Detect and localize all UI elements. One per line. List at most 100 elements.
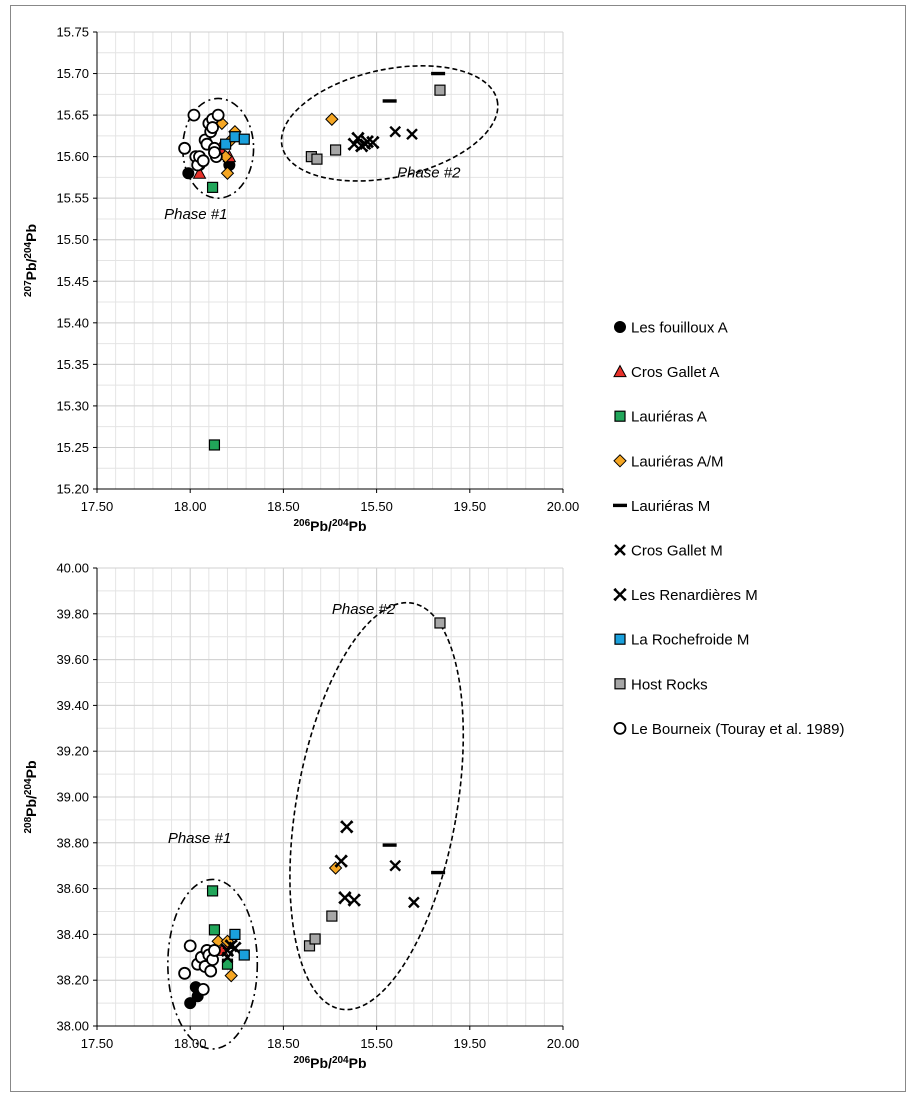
y-tick-label: 38.60 xyxy=(56,881,89,896)
y-tick-label: 39.40 xyxy=(56,698,89,713)
data-point-cros-gallet-M xyxy=(408,896,420,909)
y-tick-label: 15.70 xyxy=(56,66,89,81)
legend-label: Cros Gallet A xyxy=(631,364,719,381)
data-point-le-bourneix xyxy=(178,141,192,155)
legend-label: Lauriéras A xyxy=(631,409,707,426)
legend-label: Lauriéras A/M xyxy=(631,453,724,470)
data-point-les-renardieres-M xyxy=(351,131,365,146)
data-point-cros-gallet-M xyxy=(406,128,418,141)
y-tick-label: 15.30 xyxy=(56,398,89,413)
data-point-laurieras-M xyxy=(382,843,397,847)
y-tick-label: 38.20 xyxy=(56,973,89,988)
y-tick-label: 39.60 xyxy=(56,652,89,667)
legend-label: Host Rocks xyxy=(631,676,708,693)
legend-label: Les fouilloux A xyxy=(631,320,728,337)
data-point-le-bourneix xyxy=(208,146,221,159)
data-point-host-rocks xyxy=(329,144,342,156)
data-point-les-renardieres-M xyxy=(334,854,348,868)
x-tick-label: 17.50 xyxy=(81,1036,114,1051)
phase-label: Phase #1 xyxy=(164,206,227,223)
legend-label: Lauriéras M xyxy=(631,498,710,515)
data-point-laurieras-M xyxy=(382,99,397,103)
data-point-le-bourneix xyxy=(187,108,201,122)
y-tick-label: 15.45 xyxy=(56,274,89,289)
data-point-le-bourneix xyxy=(178,966,192,980)
x-tick-label: 18.50 xyxy=(267,1036,300,1051)
data-point-la-rochefroide-M xyxy=(238,133,250,145)
data-point-la-rochefroide-M xyxy=(229,928,241,941)
data-point-laurieras-AM xyxy=(325,112,339,126)
legend-marker-cros-gallet-A xyxy=(613,364,627,378)
x-axis-label: 206Pb/204Pb xyxy=(293,1055,366,1071)
data-point-laurieras-A xyxy=(208,439,221,451)
data-point-la-rochefroide-M xyxy=(220,138,232,150)
y-tick-label: 38.80 xyxy=(56,835,89,850)
y-tick-label: 15.20 xyxy=(56,482,89,497)
y-tick-label: 38.40 xyxy=(56,927,89,942)
y-axis-label: 208Pb/204Pb xyxy=(23,760,39,833)
data-point-le-bourneix xyxy=(206,121,219,134)
legend-marker-laurieras-M xyxy=(613,503,627,508)
data-point-laurieras-M xyxy=(431,870,446,875)
data-point-le-bourneix xyxy=(204,964,218,978)
data-point-le-bourneix xyxy=(183,939,197,953)
x-tick-label: 19.50 xyxy=(454,1036,487,1051)
y-tick-label: 15.60 xyxy=(56,149,89,164)
legend-label: Cros Gallet M xyxy=(631,543,723,560)
phase-label: Phase #2 xyxy=(397,164,461,181)
x-tick-label: 20.00 xyxy=(547,1036,580,1051)
legend-marker-laurieras-A xyxy=(614,410,626,422)
legend-marker-cros-gallet-M xyxy=(614,544,626,556)
y-tick-label: 15.75 xyxy=(56,25,89,40)
y-tick-label: 39.00 xyxy=(56,790,89,805)
y-axis-label: 207Pb/204Pb xyxy=(23,224,39,297)
y-tick-label: 38.00 xyxy=(56,1019,89,1034)
data-point-les-renardieres-M xyxy=(340,820,354,834)
y-tick-label: 15.50 xyxy=(56,232,89,247)
legend-marker-les-fouilloux-A xyxy=(614,321,626,333)
y-tick-label: 40.00 xyxy=(56,561,89,576)
data-point-host-rocks xyxy=(434,617,446,629)
data-point-laurieras-A xyxy=(221,958,234,970)
data-point-les-fouilloux-A xyxy=(182,167,195,180)
data-point-les-renardieres-M xyxy=(228,941,242,955)
chart-207-vs-206: 15.20 15.25 15.30 15.35 15.40 15.45 15.50 15.55… xyxy=(23,25,579,535)
data-point-le-bourneix xyxy=(211,108,225,122)
legend-label: Les Renardières M xyxy=(631,587,758,604)
legend: Les fouilloux A Cros Gallet A Lauriéras A L… xyxy=(613,320,844,738)
legend-marker-laurieras-AM xyxy=(613,454,627,468)
x-tick-label: 18.50 xyxy=(267,499,300,514)
chart-208-vs-206: 38.00 38.20 38.40 38.60 38.80 39.00 39.20 39.40… xyxy=(23,561,579,1072)
data-point-host-rocks xyxy=(434,84,446,96)
phase-ellipse xyxy=(167,878,259,1050)
data-point-la-rochefroide-M xyxy=(229,131,241,143)
y-tick-label: 15.35 xyxy=(56,357,89,372)
y-tick-label: 39.20 xyxy=(56,744,89,759)
x-tick-label: 18.00 xyxy=(174,1036,207,1051)
y-tick-label: 39.80 xyxy=(56,606,89,621)
data-point-les-renardieres-M xyxy=(366,135,380,150)
x-axis-label: 206Pb/204Pb xyxy=(293,518,366,534)
data-point-les-renardieres-M xyxy=(338,891,352,905)
x-tick-label: 19.50 xyxy=(454,499,487,514)
legend-label: La Rochefroide M xyxy=(631,632,749,649)
y-tick-label: 15.65 xyxy=(56,108,89,123)
legend-label: Le Bourneix (Touray et al. 1989) xyxy=(631,721,844,738)
y-tick-label: 15.55 xyxy=(56,191,89,206)
figure-frame xyxy=(10,5,906,1092)
data-point-le-bourneix xyxy=(208,944,221,957)
legend-marker-la-rochefroide-M xyxy=(614,633,626,645)
legend-marker-le-bourneix xyxy=(613,722,627,735)
data-point-host-rocks xyxy=(311,153,323,165)
data-point-laurieras-A xyxy=(208,924,221,936)
x-tick-label: 20.00 xyxy=(547,499,580,514)
data-point-laurieras-AM xyxy=(224,968,238,983)
x-tick-label: 18.00 xyxy=(174,499,207,514)
phase-label: Phase #1 xyxy=(168,830,231,847)
y-tick-label: 15.25 xyxy=(56,440,89,455)
y-tick-label: 15.40 xyxy=(56,315,89,330)
data-point-cros-gallet-M xyxy=(389,859,402,872)
data-point-host-rocks xyxy=(326,910,338,922)
